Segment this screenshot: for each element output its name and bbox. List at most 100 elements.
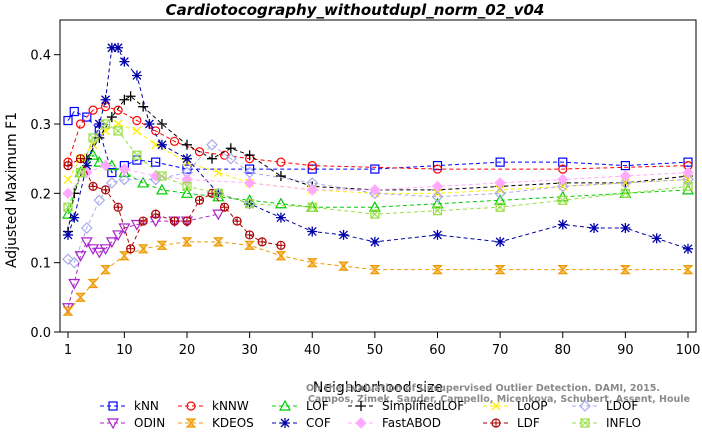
- data-point: [306, 258, 318, 268]
- legend-label: COF: [306, 416, 331, 430]
- data-point: [113, 105, 123, 115]
- legend-item-kdeos: KDEOS: [178, 416, 254, 430]
- data-point: [338, 229, 349, 240]
- legend-item-loop: LoOP: [483, 399, 548, 413]
- data-point: [87, 148, 100, 160]
- data-point: [132, 126, 142, 136]
- data-point: [81, 160, 92, 171]
- data-point: [151, 157, 161, 167]
- data-point: [232, 216, 242, 226]
- data-point: [683, 157, 693, 167]
- data-point: [212, 237, 224, 247]
- series-line: [67, 106, 689, 170]
- legend-item-inflo: INFLO: [572, 416, 641, 430]
- data-point: [99, 244, 112, 256]
- x-tick-label: 30: [241, 343, 258, 358]
- data-point: [682, 166, 694, 179]
- data-point: [682, 173, 694, 186]
- data-point: [683, 243, 693, 254]
- x-tick-label: 10: [116, 343, 133, 358]
- x-tick-label: 70: [492, 343, 509, 358]
- data-point: [105, 237, 118, 249]
- data-point: [495, 157, 505, 167]
- axis-ticks: 1 10 20 30 40 50 60 70 80 90 100 0.0 0.1 0.2 0.3 0.4: [30, 49, 700, 358]
- data-point: [225, 143, 236, 154]
- legend-label: LDF: [517, 416, 540, 430]
- plot-frame: [59, 19, 697, 333]
- data-point: [224, 152, 237, 165]
- series-line: [67, 123, 689, 194]
- data-point: [132, 115, 142, 126]
- data-point: [88, 105, 98, 115]
- data-point: [151, 209, 161, 219]
- data-point: [130, 219, 143, 231]
- data-point: [306, 184, 318, 196]
- data-point: [620, 188, 630, 198]
- data-point: [112, 230, 125, 242]
- data-point: [182, 181, 192, 191]
- data-point: [100, 265, 112, 275]
- data-point: [682, 265, 694, 275]
- data-point: [138, 216, 148, 226]
- series-ldf: [63, 154, 286, 254]
- data-point: [431, 190, 444, 203]
- legend-marker: [106, 418, 120, 430]
- data-point: [432, 206, 443, 216]
- data-point: [494, 187, 506, 200]
- series-fastabod: [62, 159, 694, 200]
- data-point: [245, 199, 255, 209]
- y-tick-label: 0.3: [30, 118, 51, 133]
- data-point: [74, 251, 87, 262]
- data-point: [118, 223, 131, 235]
- data-point: [181, 237, 193, 247]
- y-tick-label: 0.1: [30, 257, 51, 272]
- data-point: [557, 265, 569, 275]
- data-point: [80, 222, 93, 234]
- data-point: [63, 161, 73, 171]
- data-point: [369, 265, 381, 275]
- data-point: [80, 237, 93, 249]
- data-point: [557, 219, 568, 230]
- data-point: [105, 177, 118, 189]
- data-point: [156, 139, 167, 150]
- data-point: [113, 202, 123, 212]
- data-point: [87, 278, 99, 289]
- data-point: [558, 195, 568, 205]
- legend-marker: [356, 401, 366, 411]
- data-point: [100, 94, 111, 105]
- data-point: [100, 185, 111, 195]
- data-point: [107, 167, 117, 178]
- legend-marker: [579, 400, 591, 412]
- data-point: [433, 188, 442, 198]
- data-point: [99, 159, 112, 172]
- data-point: [131, 70, 142, 81]
- data-point: [113, 126, 123, 136]
- legend-marker: [185, 418, 197, 428]
- data-point: [431, 197, 444, 209]
- data-point: [275, 251, 287, 261]
- data-point: [156, 119, 167, 129]
- data-point: [63, 175, 73, 184]
- data-point: [194, 195, 205, 205]
- data-point: [118, 173, 131, 186]
- legend-label: FastABOD: [382, 416, 441, 430]
- data-point: [118, 163, 131, 175]
- data-point: [132, 150, 142, 160]
- data-point: [620, 223, 631, 233]
- data-point: [62, 306, 74, 316]
- plot-area: [61, 42, 695, 316]
- data-point: [63, 115, 73, 126]
- legend-label: kNN: [134, 399, 159, 413]
- legend-item-cof: COF: [272, 416, 331, 430]
- data-point: [169, 136, 180, 146]
- data-point: [75, 119, 86, 129]
- data-point: [619, 265, 631, 275]
- series-ldof: [62, 138, 694, 269]
- series-line: [67, 123, 689, 215]
- data-point: [93, 247, 106, 259]
- legend-label: LoOP: [517, 399, 548, 413]
- data-point: [495, 236, 506, 247]
- data-point: [275, 212, 286, 223]
- data-point: [88, 181, 98, 191]
- data-point: [93, 155, 106, 167]
